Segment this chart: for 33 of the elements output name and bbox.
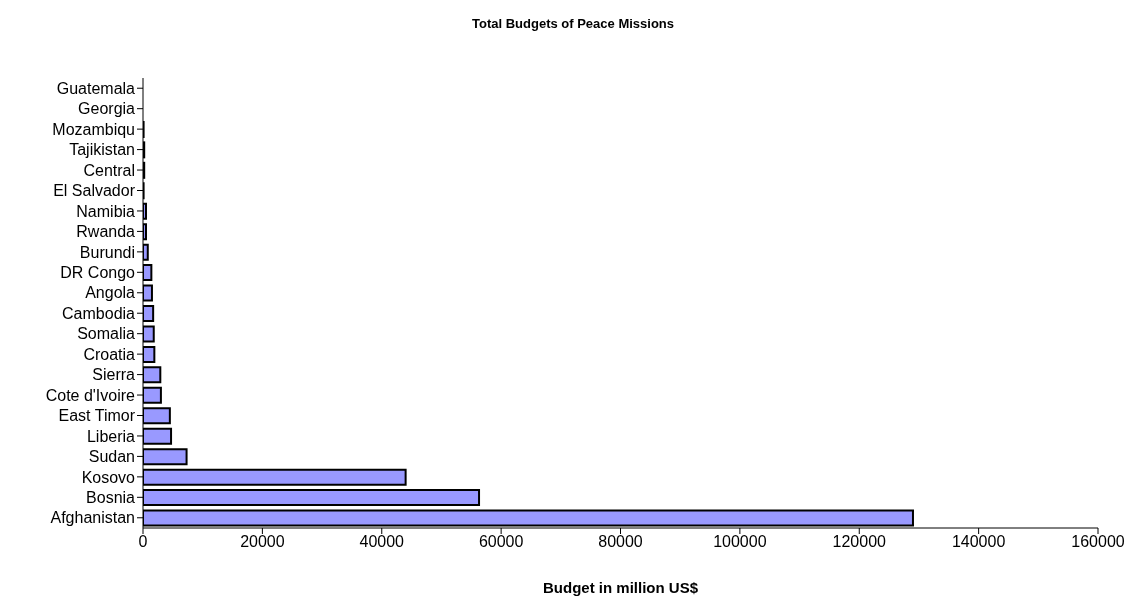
y-tick-label: Rwanda: [76, 223, 136, 241]
y-tick-label: Bosnia: [86, 489, 136, 506]
y-tick-label: DR Congo: [60, 264, 136, 281]
chart-title: Total Budgets of Peace Missions: [471, 15, 675, 33]
y-tick-label: Sudan: [88, 448, 135, 466]
y-tick-label: Croatia: [83, 345, 136, 363]
y-tick-label: Burundi: [79, 243, 135, 261]
x-tick-label: 40000: [359, 533, 405, 551]
y-tick-label: Central: [83, 161, 135, 179]
x-tick-label: 0: [138, 533, 148, 551]
y-tick-label: Angola: [85, 284, 136, 302]
x-axis-title: Budget in million US$: [542, 579, 699, 596]
y-tick-label: Guatemala: [56, 79, 136, 97]
y-tick-label: Cambodia: [62, 304, 136, 322]
y-tick-label: Liberia: [86, 427, 136, 445]
y-tick-label: Tajikistan: [69, 141, 135, 159]
x-tick-label: 120000: [832, 533, 887, 551]
y-tick-label: Cote d'Ivoire: [45, 386, 136, 404]
x-tick-label: 80000: [598, 533, 643, 551]
y-tick-label: Sierra: [92, 366, 136, 384]
y-tick-label: Namibia: [76, 202, 136, 220]
y-tick-label: Afghanistan: [50, 509, 135, 527]
y-tick-label: El Salvador: [53, 182, 136, 200]
y-tick-label: Georgia: [78, 100, 136, 118]
x-tick-label: 140000: [951, 533, 1006, 551]
x-tick-label: 60000: [478, 533, 524, 551]
x-tick-label: 160000: [1071, 533, 1125, 551]
y-tick-label: Mozambiqu: [52, 120, 135, 138]
x-tick-label: 20000: [240, 533, 285, 551]
y-tick-label: East Timor: [58, 407, 136, 425]
y-tick-label: Somalia: [77, 325, 136, 343]
x-tick-label: 100000: [713, 533, 767, 551]
y-tick-label: Kosovo: [81, 468, 136, 486]
